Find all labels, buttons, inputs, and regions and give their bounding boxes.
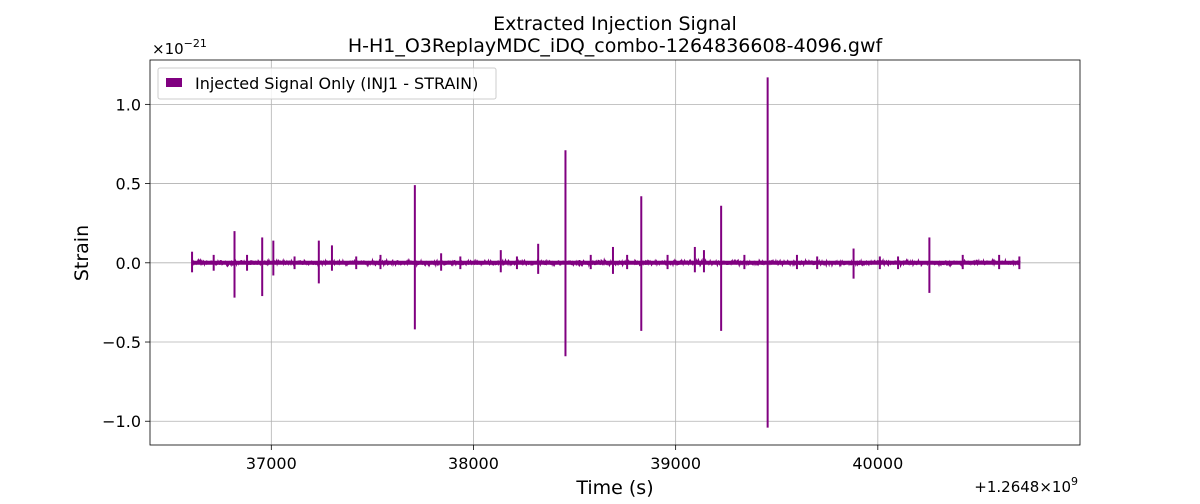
tick-layer: 37000 38000 39000 40000 −1.0 −0.5 0.0 0.5 1.0 <box>102 95 903 473</box>
legend-box <box>157 67 497 100</box>
x-tick-label: 38000 <box>448 454 499 473</box>
x-tick-label: 40000 <box>852 454 903 473</box>
x-offset-base: +1.2648×10 <box>974 478 1071 496</box>
x-tick-label: 39000 <box>650 454 701 473</box>
y-tick-label: 0.0 <box>116 254 141 273</box>
chart-title: Extracted Injection Signal <box>493 13 737 35</box>
axes-frame <box>149 59 1081 446</box>
svg-text:+1.2648×109: +1.2648×109 <box>974 475 1078 496</box>
grid-layer <box>150 60 1080 445</box>
x-axis-label: Time (s) <box>575 477 653 499</box>
x-offset-exponent: 9 <box>1071 475 1078 488</box>
x-offset-label: +1.2648×109 <box>974 475 1078 496</box>
y-scale-exponent: −21 <box>184 37 207 50</box>
svg-text:×10−21: ×10−21 <box>152 37 207 58</box>
legend-swatch <box>166 78 182 87</box>
plot-area: 37000 38000 39000 40000 −1.0 −0.5 0.0 0.5 1.0 <box>102 59 1081 473</box>
y-scale-label: ×10−21 <box>152 37 207 58</box>
y-tick-label: 0.5 <box>116 175 141 194</box>
data-layer <box>191 77 1021 428</box>
legend: Injected Signal Only (INJ1 - STRAIN) <box>157 67 497 100</box>
legend-entry-label: Injected Signal Only (INJ1 - STRAIN) <box>195 74 478 93</box>
y-axis-label: Strain <box>71 225 93 281</box>
y-tick-label: 1.0 <box>116 95 141 114</box>
y-tick-label: −1.0 <box>102 412 141 431</box>
chart-subtitle: H-H1_O3ReplayMDC_iDQ_combo-1264836608-40… <box>348 35 884 57</box>
y-scale-base: ×10 <box>152 40 184 58</box>
x-tick-label: 37000 <box>246 454 297 473</box>
y-tick-label: −0.5 <box>102 333 141 352</box>
